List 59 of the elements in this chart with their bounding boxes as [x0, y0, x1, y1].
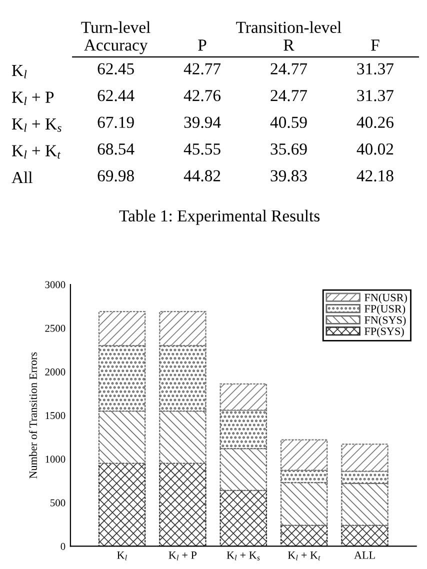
y-tick-label: K$_{l}$ + P [12, 92, 54, 106]
data-label: 62.45 [98, 63, 134, 75]
data-label: 40.59 [270, 116, 307, 128]
data-label: 24.77 [270, 90, 308, 102]
data-label: 40.26 [356, 116, 394, 128]
data-label: 42.77 [184, 63, 221, 75]
y-tick-label: 500 [50, 499, 66, 506]
bar [220, 383, 268, 411]
x-tick-label: F [371, 40, 380, 51]
y-tick-label: 1000 [46, 456, 66, 463]
data-label: 45.55 [184, 144, 220, 155]
x-tick-label: ALL [354, 551, 375, 559]
data-label: 69.98 [98, 170, 134, 182]
y-tick-label: K$_{l}$ + K$_{t}$ [12, 145, 61, 159]
y-tick-label: 1500 [46, 412, 66, 420]
x-tick-label: K$_{l}$ + K$_{s}$ [226, 551, 260, 560]
data-label: 42.76 [184, 90, 221, 102]
text: Transition-level [236, 21, 342, 33]
data-label: 44.82 [184, 170, 220, 182]
x-tick-label: K$_{l}$ [117, 551, 127, 560]
x-tick-label: R [284, 40, 294, 51]
y-tick-label: 0 [60, 542, 66, 550]
y-axis-title: Number of Transition Errors [29, 352, 37, 478]
legend-label: FP(USR) [364, 304, 406, 315]
data-label: 39.83 [270, 170, 307, 182]
legend-label: FN(USR) [364, 293, 407, 304]
text: Table 1: Experimental Results [119, 210, 320, 225]
data-label: 24.77 [270, 63, 308, 75]
bar [159, 462, 206, 546]
data-label: 62.44 [98, 90, 134, 102]
bar [341, 524, 388, 546]
bar [98, 310, 146, 346]
data-label: 31.37 [357, 90, 394, 102]
x-tick-label: K$_{l}$ + K$_{t}$ [288, 551, 320, 560]
data-label: 67.19 [98, 116, 134, 128]
y-tick-label: K$_{l}$ + K$_{s}$ [12, 118, 62, 132]
legend-label: FP(SYS) [364, 327, 404, 338]
y-tick-label: 2000 [45, 368, 66, 376]
data-label: 31.37 [357, 63, 394, 75]
y-tick-label: All [12, 171, 32, 184]
x-tick-label: Accuracy [84, 40, 148, 54]
bar [159, 310, 206, 346]
data-label: 39.94 [184, 116, 221, 128]
x-tick-label: K$_{l}$ + P [168, 551, 197, 560]
data-label: 68.54 [98, 143, 134, 155]
y-tick-label: 2500 [45, 324, 66, 332]
y-tick-label: K$_{l}$ [12, 65, 27, 78]
text: Turn-level [81, 21, 150, 33]
bar [280, 524, 328, 546]
bar [220, 490, 268, 546]
legend-label: FN(SYS) [364, 316, 406, 326]
data-label: 40.02 [356, 143, 394, 155]
x-tick-label: P [198, 40, 206, 51]
y-tick-label: 3000 [45, 281, 66, 288]
data-label: 42.18 [356, 170, 394, 182]
bar [98, 462, 146, 546]
data-label: 35.69 [270, 143, 307, 155]
bar [341, 444, 388, 472]
bar [280, 439, 328, 471]
